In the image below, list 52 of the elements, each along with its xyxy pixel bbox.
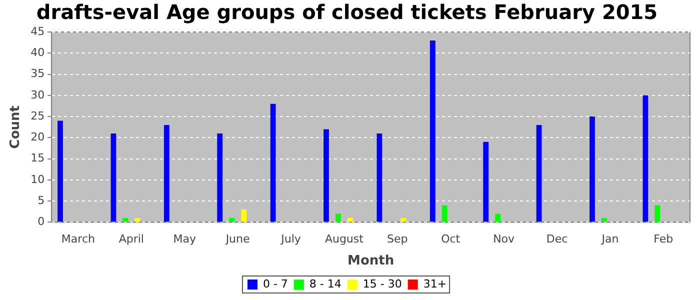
bar	[229, 218, 235, 222]
y-tick-label: 0	[38, 215, 45, 228]
bar	[642, 95, 648, 222]
legend-label: 8 - 14	[309, 277, 342, 290]
bar	[376, 133, 382, 222]
bar	[164, 124, 170, 222]
bar	[654, 205, 660, 222]
x-tick-label: August	[324, 232, 364, 246]
bar	[400, 218, 406, 222]
bar	[602, 218, 607, 222]
x-tick-label: Sep	[387, 232, 408, 246]
y-tick-label: 35	[30, 67, 45, 80]
bar	[347, 218, 353, 222]
x-tick-label: Dec	[546, 232, 568, 246]
bar	[324, 129, 329, 222]
x-tick-label: Oct	[441, 232, 461, 246]
bar	[58, 120, 63, 222]
x-tick-label: July	[280, 232, 302, 246]
y-tick-label: 10	[30, 172, 45, 186]
bar	[270, 104, 276, 222]
y-tick-label: 5	[38, 194, 45, 207]
x-tick-label: Nov	[493, 232, 516, 246]
bar	[122, 218, 128, 222]
bar	[536, 124, 542, 222]
legend-label: 31+	[423, 277, 447, 290]
legend-label: 15 - 30	[362, 277, 402, 290]
legend-label: 0 - 7	[262, 277, 288, 290]
bar	[430, 40, 436, 222]
x-tick-label: April	[118, 232, 144, 246]
bar	[217, 133, 223, 222]
bar	[495, 214, 501, 222]
x-tick-label: March	[61, 232, 95, 246]
y-tick-label: 15	[30, 152, 45, 165]
bar	[442, 205, 448, 222]
x-axis-title: Month	[348, 254, 394, 269]
y-tick-label: 45	[30, 24, 45, 38]
x-tick-label: June	[224, 232, 250, 246]
y-tick-label: 40	[30, 46, 45, 59]
chart-title: drafts-eval Age groups of closed tickets February 2015	[36, 0, 658, 24]
bar	[336, 214, 341, 222]
bar	[241, 210, 246, 222]
y-axis-title: Count	[8, 106, 24, 149]
bar	[110, 133, 116, 222]
bar	[483, 142, 489, 222]
y-tick-label: 20	[30, 130, 45, 144]
y-tick-label: 30	[30, 88, 45, 102]
y-tick-label: 25	[30, 109, 45, 122]
bar	[590, 116, 595, 222]
x-tick-label: May	[173, 232, 196, 246]
x-tick-label: Feb	[654, 232, 674, 246]
x-tick-label: Jan	[600, 232, 619, 246]
bar	[134, 218, 140, 222]
